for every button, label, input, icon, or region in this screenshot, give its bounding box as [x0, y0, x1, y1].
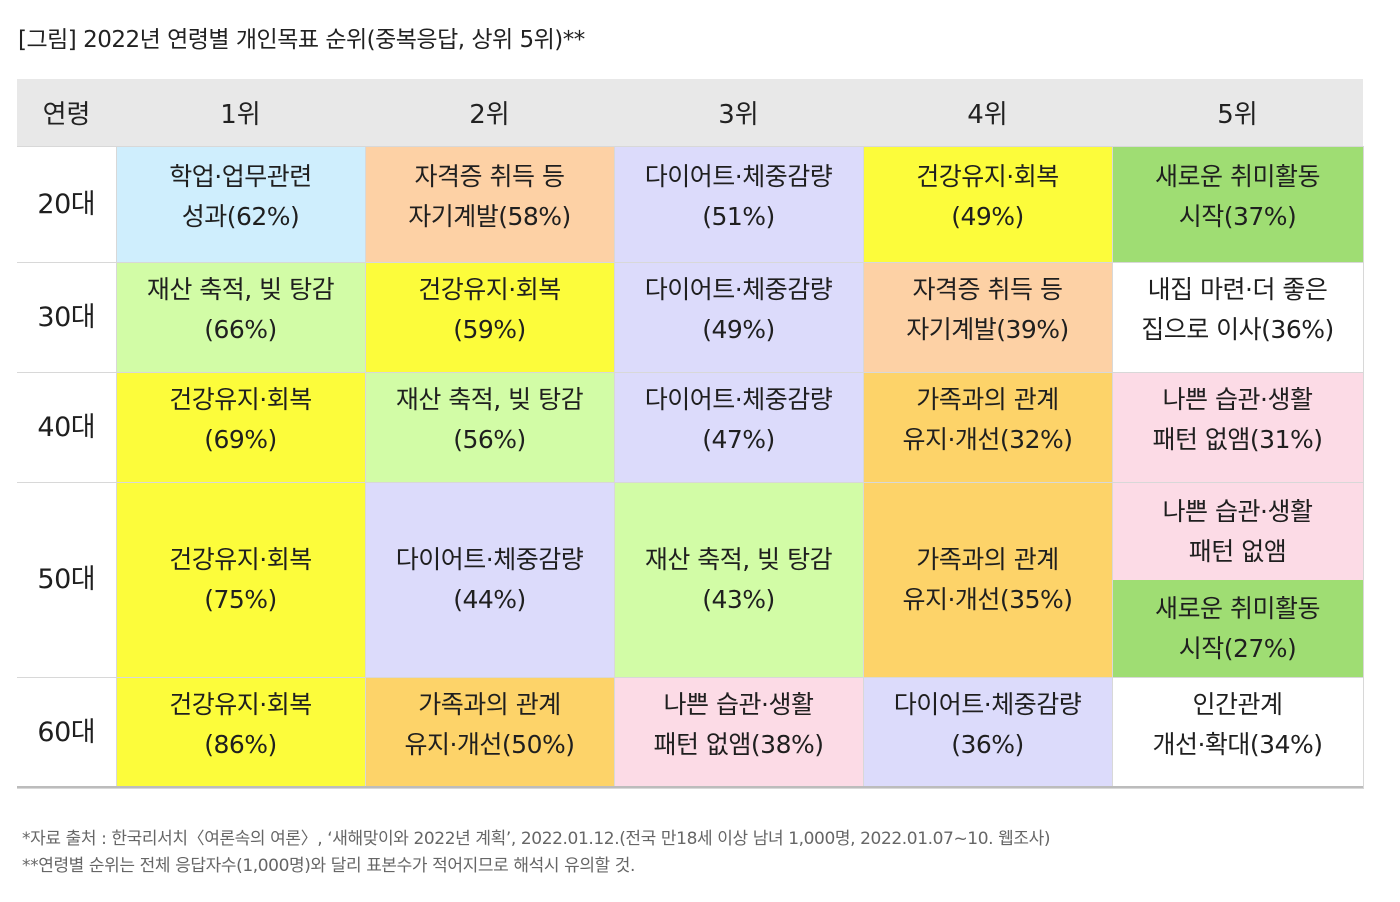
- table-row: 60대 건강유지·회복 (86%) 가족과의 관계 유지·개선(50%) 나쁜 습관…: [17, 677, 1364, 789]
- table-cell: 다이어트·체중감량 (49%): [613, 262, 864, 373]
- split-cell: 나쁜 습관·생활 패턴 없앰 새로운 취미활동 시작(27%): [1111, 482, 1364, 678]
- header-age: 연령: [17, 79, 116, 147]
- table-row: 20대 학업·업무관련 성과(62%) 자격증 취득 등 자기계발(58%) 다이어…: [17, 146, 1364, 263]
- table-cell: 학업·업무관련 성과(62%): [115, 146, 366, 263]
- table-row: 50대 건강유지·회복 (75%) 다이어트·체중감량 (44%) 재산 축적, 빚…: [17, 482, 1364, 678]
- age-label: 40대: [17, 372, 117, 483]
- table-cell: 다이어트·체중감량 (51%): [613, 146, 864, 263]
- table-cell: 재산 축적, 빚 탕감 (66%): [115, 262, 366, 373]
- table-row: 40대 건강유지·회복 (69%) 재산 축적, 빚 탕감 (56%) 다이어트·체…: [17, 372, 1364, 483]
- ranking-table: 연령 1위 2위 3위 4위 5위 20대 학업·업무관련 성과(62%) 자격증…: [17, 79, 1364, 789]
- table-cell: 나쁜 습관·생활 패턴 없앰(38%): [613, 677, 864, 789]
- table-cell: 새로운 취미활동 시작(37%): [1111, 146, 1364, 263]
- table-cell: 내집 마련·더 좋은 집으로 이사(36%): [1111, 262, 1364, 373]
- table-cell: 가족과의 관계 유지·개선(35%): [862, 482, 1113, 678]
- header-rank-5: 5위: [1112, 79, 1363, 147]
- figure-title: [그림] 2022년 연령별 개인목표 순위(중복응답, 상위 5위)**: [18, 27, 585, 53]
- age-label: 30대: [17, 262, 117, 373]
- age-label: 50대: [17, 482, 117, 678]
- table-cell: 건강유지·회복 (59%): [364, 262, 615, 373]
- split-cell-top: 나쁜 습관·생활 패턴 없앰: [1112, 483, 1363, 580]
- header-rank-3: 3위: [614, 79, 863, 147]
- table-cell: 건강유지·회복 (86%): [115, 677, 366, 789]
- table-cell: 건강유지·회복 (69%): [115, 372, 366, 483]
- table-cell: 가족과의 관계 유지·개선(50%): [364, 677, 615, 789]
- table-row: 30대 재산 축적, 빚 탕감 (66%) 건강유지·회복 (59%) 다이어트·체…: [17, 262, 1364, 373]
- bottom-divider: [17, 786, 1363, 788]
- age-label: 60대: [17, 677, 117, 789]
- split-cell-bottom: 새로운 취미활동 시작(27%): [1112, 580, 1363, 677]
- table-cell: 나쁜 습관·생활 패턴 없앰(31%): [1111, 372, 1364, 483]
- table-cell: 다이어트·체중감량 (47%): [613, 372, 864, 483]
- table-header-row: 연령 1위 2위 3위 4위 5위: [17, 79, 1363, 147]
- table-cell: 다이어트·체중감량 (36%): [862, 677, 1113, 789]
- header-rank-2: 2위: [365, 79, 614, 147]
- source-notes: *자료 출처 : 한국리서치〈여론속의 여론〉, ‘새해맞이와 2022년 계획…: [22, 826, 1050, 880]
- table-cell: 건강유지·회복 (49%): [862, 146, 1113, 263]
- table-cell: 재산 축적, 빚 탕감 (43%): [613, 482, 864, 678]
- table-cell: 자격증 취득 등 자기계발(39%): [862, 262, 1113, 373]
- table-cell: 재산 축적, 빚 탕감 (56%): [364, 372, 615, 483]
- header-rank-1: 1위: [116, 79, 365, 147]
- header-rank-4: 4위: [863, 79, 1112, 147]
- table-cell: 자격증 취득 등 자기계발(58%): [364, 146, 615, 263]
- table-cell: 가족과의 관계 유지·개선(32%): [862, 372, 1113, 483]
- table-cell: 다이어트·체중감량 (44%): [364, 482, 615, 678]
- table-cell: 건강유지·회복 (75%): [115, 482, 366, 678]
- age-label: 20대: [17, 146, 117, 263]
- caution-note: **연령별 순위는 전체 응답자수(1,000명)와 달리 표본수가 적어지므로…: [22, 856, 636, 876]
- table-cell: 인간관계 개선·확대(34%): [1111, 677, 1364, 789]
- source-note: *자료 출처 : 한국리서치〈여론속의 여론〉, ‘새해맞이와 2022년 계획…: [22, 829, 1051, 849]
